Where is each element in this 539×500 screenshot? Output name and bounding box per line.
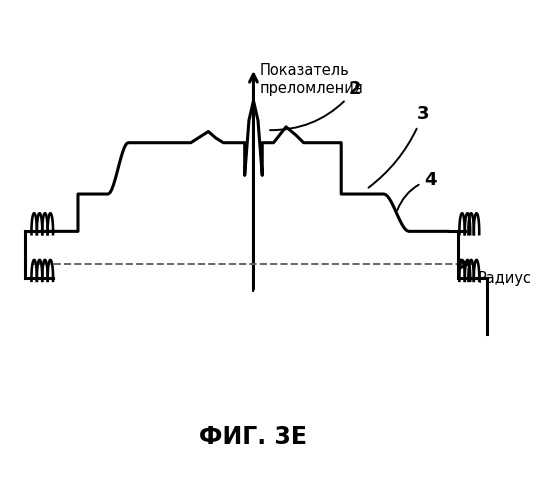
Text: Радиус: Радиус xyxy=(478,272,532,286)
Text: 3: 3 xyxy=(369,106,429,188)
Text: 2: 2 xyxy=(270,80,361,130)
Text: Показатель
преломления: Показатель преломления xyxy=(260,64,363,96)
Text: 4: 4 xyxy=(397,170,437,210)
Text: ФИГ. 3Е: ФИГ. 3Е xyxy=(199,424,307,448)
